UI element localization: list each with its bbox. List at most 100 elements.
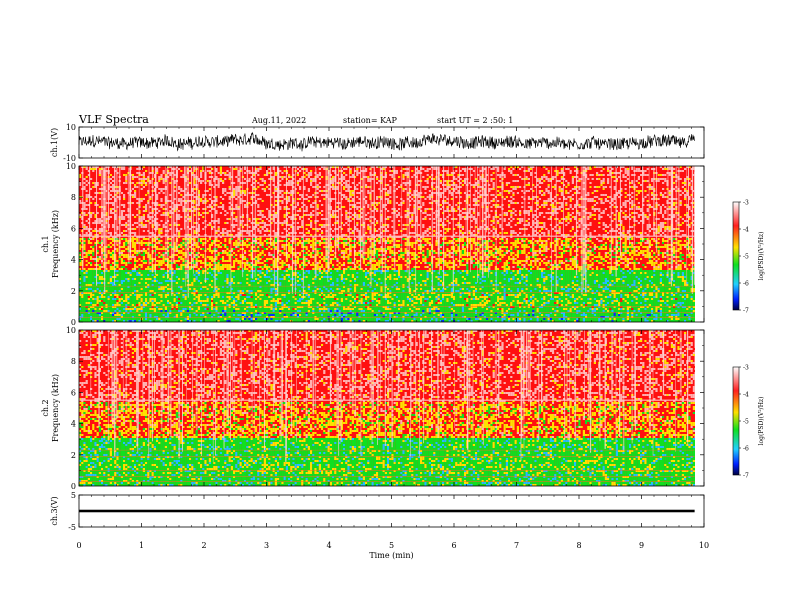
spectrogram-cell xyxy=(591,236,594,238)
spectrogram-cell xyxy=(492,168,495,170)
spectrogram-cell xyxy=(543,206,546,208)
spectrogram-cell xyxy=(343,194,346,196)
spectrogram-cell xyxy=(189,212,192,214)
spectrogram-cell xyxy=(228,192,231,194)
spectrogram-cell xyxy=(629,222,632,224)
spectrogram-cell xyxy=(323,168,326,170)
spectrogram-cell xyxy=(651,178,654,180)
spectrogram-cell xyxy=(497,222,500,224)
spectrogram-cell xyxy=(565,238,568,240)
spectrogram-cell xyxy=(125,210,128,212)
spectrogram-cell xyxy=(202,230,205,232)
spectrogram-cell xyxy=(136,222,139,224)
spectrogram-cell xyxy=(329,238,332,240)
spectrogram-cell xyxy=(109,186,112,188)
spectrogram-cell xyxy=(505,214,508,216)
spectrogram-cell xyxy=(321,166,324,168)
spectrogram-cell xyxy=(336,222,339,224)
spectrogram-cell xyxy=(686,206,689,208)
spectrogram-cell xyxy=(686,194,689,196)
spectrogram-cell xyxy=(591,214,594,216)
spectrogram-cell xyxy=(475,222,478,224)
spectrogram-cell xyxy=(631,186,634,188)
spectrogram-cell xyxy=(197,224,200,226)
spectrogram-cell xyxy=(516,182,519,184)
spectrogram-cell xyxy=(516,166,519,168)
spectrogram-cell xyxy=(514,210,517,212)
spectrogram-cell xyxy=(664,218,667,220)
spectrogram-cell xyxy=(637,190,640,192)
spectrogram-cell xyxy=(147,178,150,180)
spectrogram-cell xyxy=(318,212,321,214)
spectrogram-cell xyxy=(162,212,165,214)
spectrogram-cell xyxy=(596,174,599,176)
spectrogram-cell xyxy=(230,196,233,198)
spectrogram-cell xyxy=(376,240,379,242)
spectrogram-cell xyxy=(422,176,425,178)
spectrogram-cell xyxy=(640,212,643,214)
spectrogram-cell xyxy=(593,204,596,206)
spectrogram-cell xyxy=(290,204,293,206)
spectrogram-cell xyxy=(622,236,625,238)
spectrogram-cell xyxy=(428,208,431,210)
spectrogram-cell xyxy=(94,224,97,226)
spectrogram-cell xyxy=(563,178,566,180)
spectrogram-cell xyxy=(310,234,313,236)
spectrogram-cell xyxy=(426,240,429,242)
spectrogram-cell xyxy=(123,210,126,212)
spectrogram-cell xyxy=(376,166,379,168)
spectrogram-cell xyxy=(479,226,482,228)
spectrogram-cell xyxy=(153,224,156,226)
spectrogram-cell xyxy=(387,240,390,242)
spectrogram-cell xyxy=(604,226,607,228)
spectrogram-cell xyxy=(255,220,258,222)
spectrogram-cell xyxy=(246,240,249,242)
spectrogram-cell xyxy=(589,222,592,224)
spectrogram-cell xyxy=(662,226,665,228)
spectrogram-cell xyxy=(345,240,348,242)
spectrogram-cell xyxy=(620,188,623,190)
spectrogram-cell xyxy=(646,174,649,176)
spectrogram-cell xyxy=(281,180,284,182)
spectrogram-cell xyxy=(301,226,304,228)
spectrogram-cell xyxy=(94,234,97,236)
spectrogram-cell xyxy=(323,212,326,214)
spectrogram-cell xyxy=(136,240,139,242)
spectrogram-cell xyxy=(288,234,291,236)
spectrogram-cell xyxy=(626,202,629,204)
spectrogram-cell xyxy=(411,240,414,242)
spectrogram-cell xyxy=(448,240,451,242)
spectrogram-cell xyxy=(404,176,407,178)
spectrogram-cell xyxy=(252,222,255,224)
spectrogram-cell xyxy=(549,198,552,200)
spectrogram-cell xyxy=(83,220,86,222)
spectrogram-cell xyxy=(534,176,537,178)
spectrogram-cell xyxy=(349,208,352,210)
spectrogram-cell xyxy=(94,204,97,206)
spectrogram-cell xyxy=(424,240,427,242)
spectrogram-cell xyxy=(85,208,88,210)
spectrogram-cell xyxy=(631,196,634,198)
spectrogram-cell xyxy=(422,228,425,230)
spectrogram-cell xyxy=(360,240,363,242)
spectrogram-cell xyxy=(116,238,119,240)
spectrogram-cell xyxy=(426,214,429,216)
spectrogram-cell xyxy=(607,200,610,202)
spectrogram-cell xyxy=(589,182,592,184)
spectrogram-cell xyxy=(475,192,478,194)
spectrogram-cell xyxy=(202,208,205,210)
spectrogram-cell xyxy=(455,204,458,206)
spectrogram-cell xyxy=(578,186,581,188)
spectrogram-cell xyxy=(85,240,88,242)
spectrogram-cell xyxy=(576,238,579,240)
spectrogram-cell xyxy=(182,236,185,238)
spectrogram-cell xyxy=(417,196,420,198)
spectrogram-cell xyxy=(578,190,581,192)
spectrogram-cell xyxy=(336,182,339,184)
spectrogram-cell xyxy=(85,166,88,168)
spectrogram-cell xyxy=(389,238,392,240)
spectrogram-cell xyxy=(255,226,258,228)
spectrogram-cell xyxy=(497,204,500,206)
spectrogram-cell xyxy=(178,236,181,238)
spectrogram-cell xyxy=(626,172,629,174)
